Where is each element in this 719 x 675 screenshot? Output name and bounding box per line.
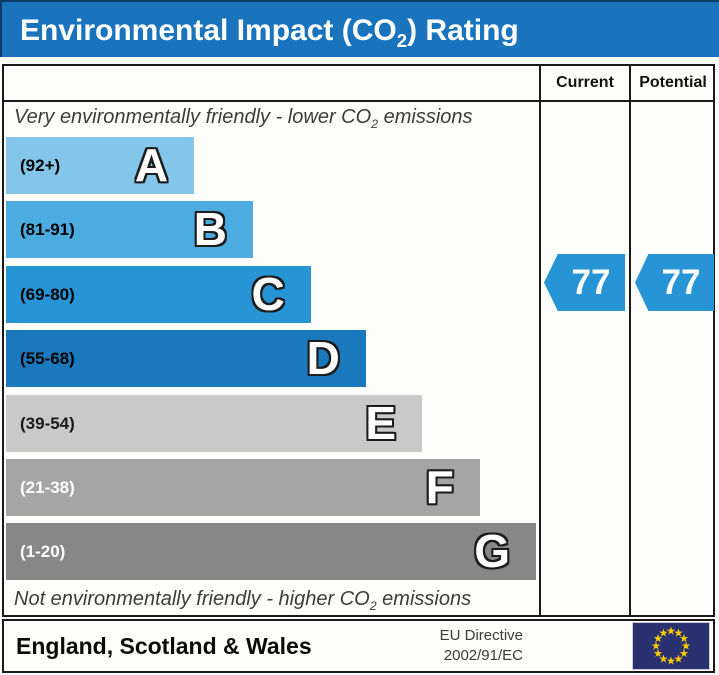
potential-rating-arrow: 77: [635, 254, 714, 311]
band-range-label: (81-91): [20, 220, 75, 239]
band-range-label: (69-80): [20, 285, 75, 304]
band-G: (1-20) G: [6, 523, 536, 580]
column-header-potential: Potential: [639, 74, 707, 91]
band-letter: B: [193, 203, 227, 255]
rating-bands: (92+) A (81-91) B (69-80) C (55-68) D (39-54) E (2…: [6, 137, 536, 583]
band-B: (81-91) B: [6, 201, 253, 258]
potential-rating-value: 77: [661, 263, 701, 302]
band-range-label: (92+): [20, 156, 61, 175]
title-suffix: ) Rating: [407, 14, 519, 47]
note-top-text: Very environmentally friendly - lower CO: [14, 106, 372, 128]
current-rating-arrow: 77: [544, 254, 625, 311]
band-A: (92+) A: [6, 137, 195, 194]
band-F: (21-38) F: [6, 459, 480, 516]
band-letter: D: [306, 332, 340, 384]
band-C: (69-80) C: [6, 266, 311, 323]
band-range-label: (1-20): [20, 542, 66, 561]
eu-directive-label: EU Directive 2002/91/EC: [383, 626, 523, 666]
title-text: Environmental Impact (CO: [20, 14, 397, 47]
band-letter: E: [365, 397, 397, 449]
eu-directive-line2: 2002/91/EC: [443, 647, 523, 664]
band-range-label: (21-38): [20, 478, 75, 497]
note-bottom-suffix: emissions: [376, 588, 472, 610]
band-letter: C: [251, 268, 285, 320]
note-bottom: Not environmentally friendly - higher CO…: [14, 588, 471, 613]
note-top-subscript: 2: [371, 117, 379, 131]
band-letter: G: [474, 525, 510, 577]
note-bottom-text: Not environmentally friendly - higher CO: [14, 588, 370, 610]
band-range-label: (39-54): [20, 414, 75, 433]
header-bottom-rule: [2, 100, 715, 102]
band-letter: A: [134, 139, 169, 191]
note-bottom-subscript: 2: [369, 599, 377, 613]
note-top: Very environmentally friendly - lower CO…: [14, 106, 473, 131]
band-D: (55-68) D: [6, 330, 366, 387]
current-rating-value: 77: [571, 263, 611, 302]
note-top-suffix: emissions: [378, 106, 473, 128]
band-letter: F: [425, 461, 454, 513]
eu-directive-line1: EU Directive: [439, 627, 523, 644]
footer: England, Scotland & Wales EU Directive 2…: [2, 619, 715, 673]
band-range-label: (55-68): [20, 349, 75, 368]
footer-region-label: England, Scotland & Wales: [16, 633, 312, 659]
band-E: (39-54) E: [6, 395, 423, 452]
page-title: Environmental Impact (CO2) Rating: [0, 0, 719, 57]
eu-flag-icon: [632, 622, 710, 670]
column-divider-potential: [629, 66, 631, 615]
column-divider-current: [539, 66, 541, 615]
column-header-current: Current: [556, 74, 614, 91]
title-subscript: 2: [396, 30, 408, 51]
